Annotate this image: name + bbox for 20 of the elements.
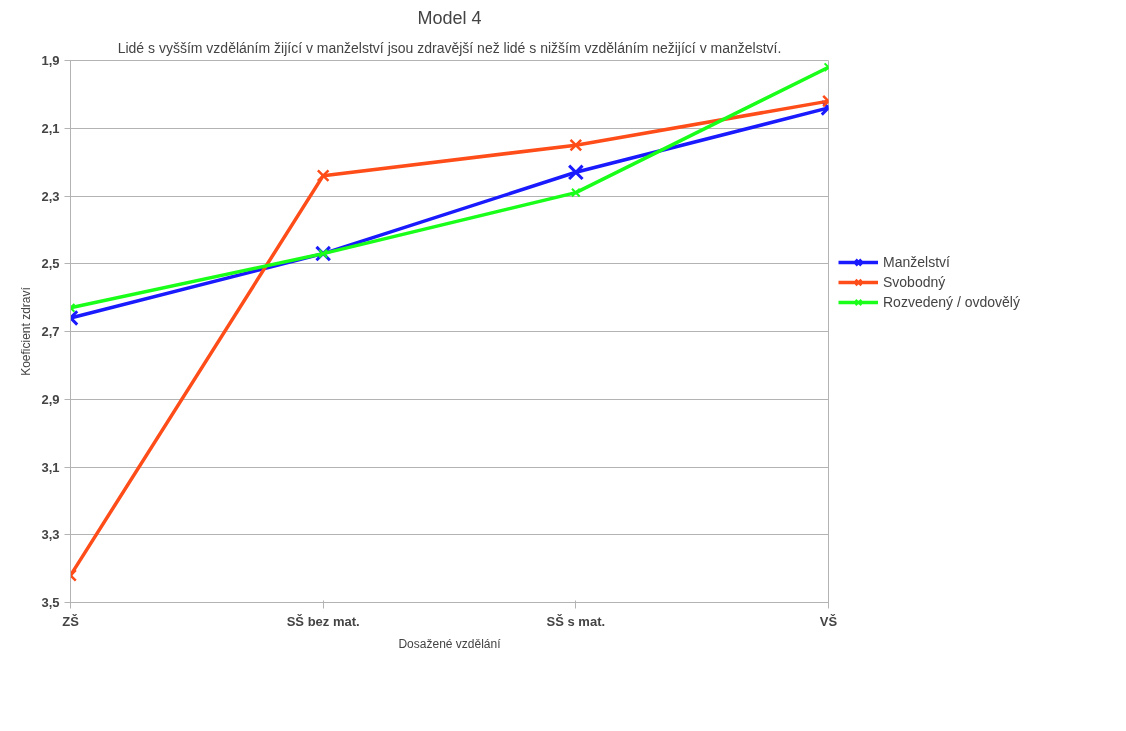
chart-title: Model 4 [417,7,482,28]
y-tick-label: 3,3 [41,527,60,543]
x-tick-label: ZŠ [62,613,80,629]
y-axis-title: Koeficient zdraví [19,286,34,376]
x-tick-label: VŠ [819,613,838,629]
legend-label: Svobodný [883,274,946,290]
y-tick-label: 2,5 [41,256,60,272]
legend-label: Manželství [883,254,950,270]
legend-label: Rozvedený / ovdovělý [883,294,1020,310]
y-tick-label: 2,9 [41,391,60,407]
y-tick-label: 3,1 [41,459,60,475]
x-axis-title: Dosažené vzdělání [398,636,502,651]
x-tick-label: SŠ s mat. [546,613,606,629]
y-tick-label: 2,1 [41,120,60,136]
chart-subtitle: Lidé s vyšším vzděláním žijící v manželství jsou zdravější než lidé s nižším vzděláním nežijící v manželství. [117,39,782,56]
x-tick-label: SŠ bez mat. [286,613,360,629]
y-tick-label: 1,9 [41,53,60,68]
y-tick-label: 2,3 [41,188,60,204]
y-tick-label: 3,5 [41,595,60,610]
y-tick-label: 2,7 [41,324,60,339]
